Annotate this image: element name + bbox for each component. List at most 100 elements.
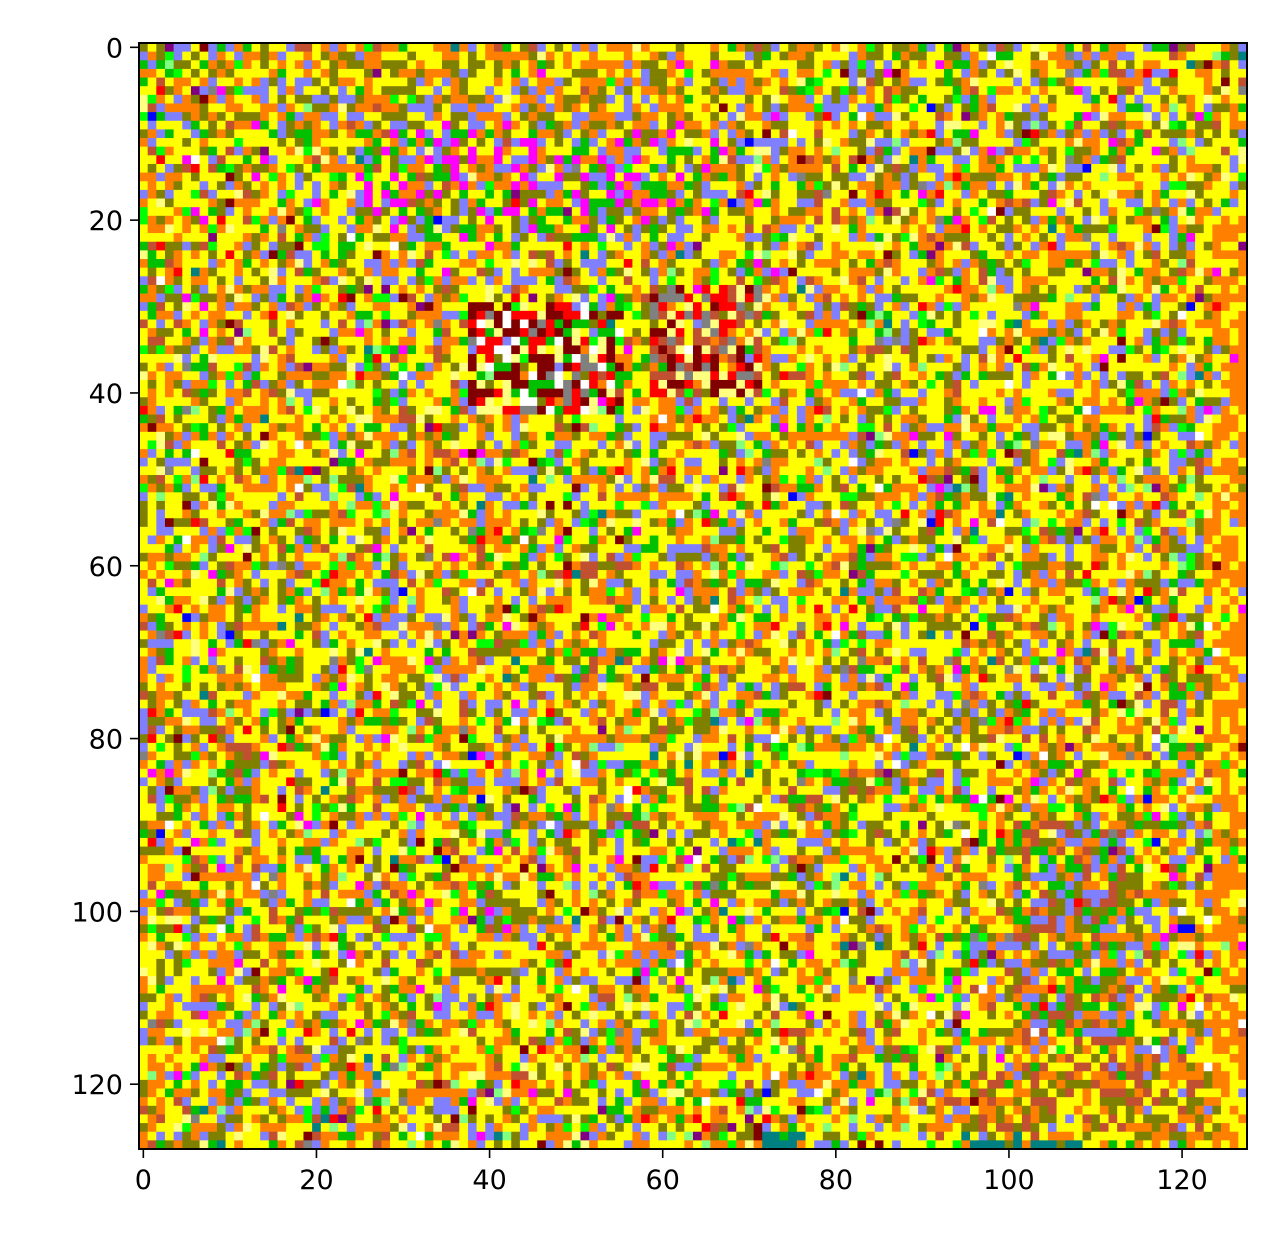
heatmap-cell bbox=[467, 138, 477, 148]
heatmap-cell bbox=[1091, 120, 1101, 130]
heatmap-cell bbox=[216, 163, 226, 173]
heatmap-cell bbox=[537, 146, 547, 156]
heatmap-cell bbox=[1151, 51, 1161, 61]
heatmap-cell bbox=[450, 189, 460, 199]
heatmap-cell bbox=[1091, 189, 1101, 199]
heatmap-cell bbox=[995, 112, 1005, 122]
heatmap-cell bbox=[1212, 198, 1222, 208]
heatmap-cell bbox=[632, 302, 642, 312]
heatmap-cell bbox=[528, 138, 538, 148]
heatmap-cell bbox=[312, 198, 322, 208]
heatmap-cell bbox=[164, 163, 174, 173]
heatmap-cell bbox=[606, 276, 616, 286]
heatmap-cell bbox=[1117, 198, 1127, 208]
heatmap-cell bbox=[156, 51, 166, 61]
heatmap-cell bbox=[355, 259, 365, 269]
heatmap-cell bbox=[753, 215, 763, 225]
heatmap-cell bbox=[935, 198, 945, 208]
heatmap-cell bbox=[139, 181, 149, 191]
heatmap-cell bbox=[164, 267, 174, 277]
heatmap-cell bbox=[355, 51, 365, 61]
heatmap-cell bbox=[892, 51, 902, 61]
heatmap-cell bbox=[147, 103, 157, 113]
heatmap-cell bbox=[1039, 86, 1049, 96]
heatmap-cell bbox=[424, 215, 434, 225]
heatmap-cell bbox=[173, 259, 183, 269]
heatmap-cell bbox=[978, 112, 988, 122]
heatmap-cell bbox=[744, 181, 754, 191]
heatmap-cell bbox=[1047, 112, 1057, 122]
heatmap-cell bbox=[762, 371, 772, 381]
heatmap-cell bbox=[485, 51, 495, 61]
heatmap-cell bbox=[1195, 172, 1205, 182]
heatmap-cell bbox=[398, 112, 408, 122]
heatmap-cell bbox=[528, 284, 538, 294]
heatmap-cell bbox=[528, 215, 538, 225]
heatmap-cell bbox=[779, 354, 789, 364]
heatmap-cell bbox=[718, 302, 728, 312]
heatmap-cell bbox=[346, 189, 356, 199]
heatmap-cell bbox=[840, 250, 850, 260]
heatmap-cell bbox=[338, 68, 348, 78]
heatmap-cell bbox=[1039, 336, 1049, 346]
heatmap-cell bbox=[918, 267, 928, 277]
heatmap-cell bbox=[545, 250, 555, 260]
heatmap-cell bbox=[156, 319, 166, 329]
heatmap-cell bbox=[346, 163, 356, 173]
heatmap-cell bbox=[346, 319, 356, 329]
heatmap-cell bbox=[1143, 224, 1153, 234]
heatmap-cell bbox=[866, 172, 876, 182]
heatmap-cell bbox=[1160, 293, 1170, 303]
heatmap-cell bbox=[675, 163, 685, 173]
heatmap-cell bbox=[727, 215, 737, 225]
heatmap-cell bbox=[571, 138, 581, 148]
heatmap-cell bbox=[1030, 302, 1040, 312]
heatmap-cell bbox=[857, 276, 867, 286]
heatmap-cell bbox=[831, 138, 841, 148]
heatmap-cell bbox=[286, 241, 296, 251]
heatmap-cell bbox=[225, 284, 235, 294]
heatmap-cell bbox=[1004, 215, 1014, 225]
heatmap-cell bbox=[320, 336, 330, 346]
heatmap-cell bbox=[623, 250, 633, 260]
heatmap-cell bbox=[364, 284, 374, 294]
heatmap-cell bbox=[1004, 120, 1014, 130]
heatmap-cell bbox=[1013, 77, 1023, 87]
heatmap-cell bbox=[156, 155, 166, 165]
heatmap-cell bbox=[892, 94, 902, 104]
heatmap-cell bbox=[1108, 146, 1118, 156]
heatmap-cell bbox=[944, 310, 954, 320]
heatmap-cell bbox=[727, 146, 737, 156]
heatmap-cell bbox=[580, 233, 590, 243]
heatmap-cell bbox=[675, 241, 685, 251]
heatmap-cell bbox=[649, 60, 659, 70]
heatmap-cell bbox=[1221, 77, 1231, 87]
heatmap-cell bbox=[1143, 215, 1153, 225]
heatmap-cell bbox=[762, 233, 772, 243]
heatmap-cell bbox=[883, 371, 893, 381]
heatmap-cell bbox=[779, 155, 789, 165]
heatmap-cell bbox=[909, 129, 919, 139]
heatmap-cell bbox=[606, 328, 616, 338]
heatmap-cell bbox=[1160, 267, 1170, 277]
heatmap-cell bbox=[1056, 293, 1066, 303]
heatmap-cell bbox=[485, 43, 495, 52]
heatmap-cell bbox=[398, 302, 408, 312]
heatmap-cell bbox=[467, 120, 477, 130]
heatmap-cell bbox=[909, 163, 919, 173]
heatmap-cell bbox=[970, 207, 980, 217]
heatmap-cell bbox=[190, 163, 200, 173]
heatmap-cell bbox=[788, 354, 798, 364]
heatmap-cell bbox=[710, 129, 720, 139]
heatmap-cell bbox=[684, 86, 694, 96]
heatmap-cell bbox=[1108, 138, 1118, 148]
heatmap-cell bbox=[467, 51, 477, 61]
heatmap-cell bbox=[251, 354, 261, 364]
heatmap-cell bbox=[874, 362, 884, 372]
heatmap-cell bbox=[753, 181, 763, 191]
heatmap-cell bbox=[519, 43, 529, 52]
heatmap-cell bbox=[312, 284, 322, 294]
heatmap-cell bbox=[268, 345, 278, 355]
heatmap-cell bbox=[320, 77, 330, 87]
heatmap-cell bbox=[744, 302, 754, 312]
